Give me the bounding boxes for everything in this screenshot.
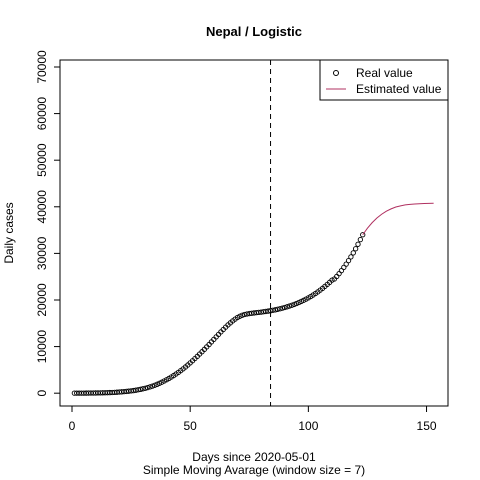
point	[135, 387, 141, 393]
y-tick-label: 60000	[35, 97, 49, 131]
point	[267, 308, 274, 314]
point	[355, 241, 361, 247]
point	[343, 261, 349, 267]
point	[279, 305, 286, 311]
point	[142, 385, 148, 391]
point	[289, 302, 295, 308]
y-axis-label: Daily cases	[2, 202, 16, 263]
point	[286, 303, 293, 309]
point	[274, 306, 281, 312]
x-tick-label: 50	[184, 419, 198, 433]
x-axis-label: Days since 2020-05-01	[192, 450, 316, 464]
point	[282, 304, 288, 311]
point	[348, 254, 354, 260]
point	[350, 250, 356, 256]
point	[140, 386, 146, 392]
point	[133, 387, 139, 393]
chart-title: Nepal / Logistic	[206, 24, 302, 39]
point	[360, 232, 366, 238]
point	[272, 307, 278, 313]
point	[336, 271, 342, 277]
point	[277, 306, 283, 312]
y-tick-label: 0	[35, 390, 49, 397]
point	[270, 307, 276, 313]
point	[293, 300, 300, 307]
point	[144, 384, 151, 391]
x-tick-label: 100	[298, 419, 318, 433]
y-tick-label: 40000	[35, 190, 49, 224]
plot-frame	[59, 59, 449, 407]
point	[357, 236, 364, 243]
y-tick-label: 10000	[35, 330, 49, 364]
legend-symbol	[333, 70, 339, 76]
y-tick-label: 20000	[35, 283, 49, 317]
point	[149, 383, 156, 389]
point	[345, 257, 352, 264]
point	[137, 386, 144, 392]
point	[239, 312, 245, 318]
legend-label: Real value	[356, 66, 413, 80]
subtitle: Simple Moving Avarage (window size = 7)	[143, 463, 365, 477]
point	[352, 246, 359, 252]
point	[284, 304, 290, 310]
y-tick-label: 50000	[35, 143, 49, 177]
legend-label: Estimated value	[356, 82, 442, 96]
y-tick-label: 30000	[35, 236, 49, 270]
legend-box	[319, 59, 449, 101]
point	[152, 382, 158, 388]
line	[362, 202, 434, 236]
point	[147, 384, 153, 390]
point	[241, 311, 248, 318]
point	[291, 301, 297, 308]
x-tick-label: 150	[417, 419, 437, 433]
x-tick-label: 0	[69, 419, 76, 433]
y-tick-label: 70000	[35, 50, 49, 84]
